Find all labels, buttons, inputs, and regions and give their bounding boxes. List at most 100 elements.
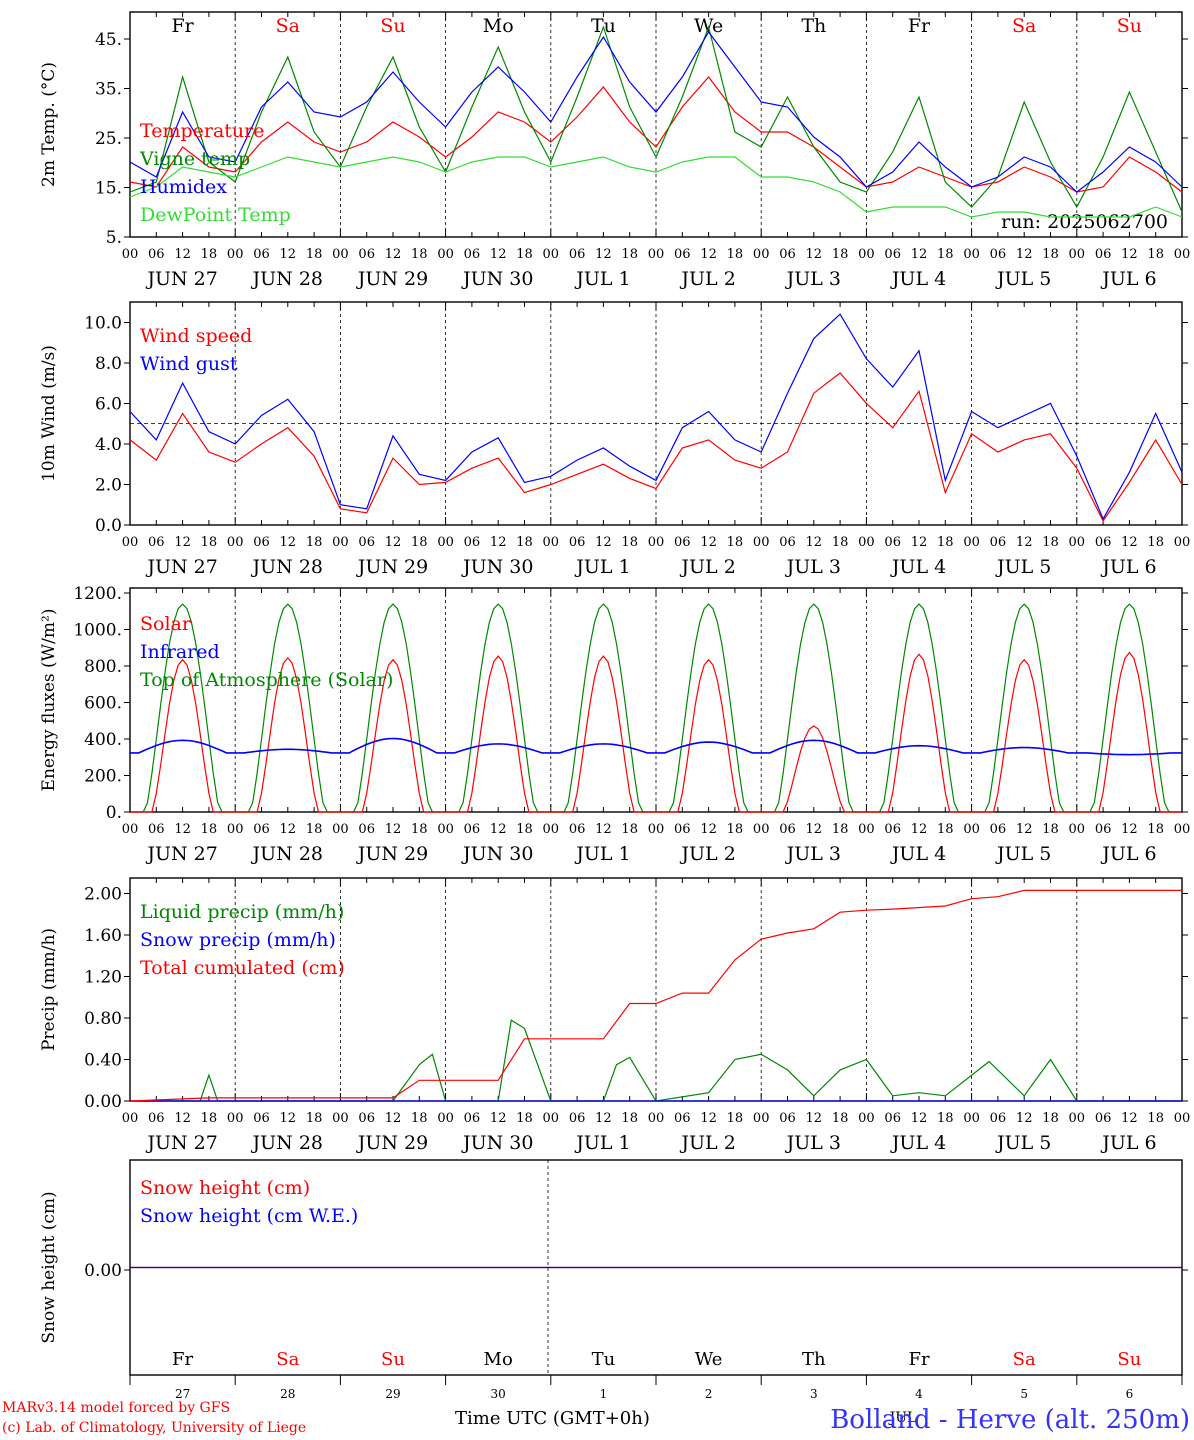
weekday-label: We	[695, 1349, 723, 1370]
hour-tick-label: 06	[148, 535, 165, 550]
hour-tick-label: 06	[148, 1111, 165, 1126]
copyright-credit: (c) Lab. of Climatology, University of L…	[2, 1420, 306, 1436]
time-axis-label: Time UTC (GMT+0h)	[455, 1408, 650, 1429]
day-number-label: 3	[810, 1387, 818, 1401]
y-tick-label: 0.00	[84, 1092, 122, 1112]
hour-tick-label: 06	[779, 247, 796, 262]
hour-tick-label: 18	[937, 1111, 954, 1126]
hour-tick-label: 12	[174, 1111, 191, 1126]
hour-tick-label: 06	[779, 1111, 796, 1126]
hour-tick-label: 00	[753, 822, 770, 837]
panel-4: 0.00 0.40 0.80 1.20 1.60 2.00 Precip (mm/h) 00 0…	[39, 877, 1190, 1154]
y-tick-label: 45.	[95, 30, 122, 50]
hour-tick-label: 06	[884, 822, 901, 837]
hour-tick-label: 00	[122, 247, 139, 262]
hour-tick-label: 12	[1016, 1111, 1033, 1126]
hour-tick-label: 12	[385, 535, 402, 550]
legend-entry: Temperature	[140, 120, 264, 142]
hour-tick-label: 18	[306, 822, 323, 837]
y-tick-label: 2.00	[84, 885, 122, 905]
y-tick-label: 2.0	[95, 476, 122, 496]
date-label: JUL 5	[995, 843, 1051, 865]
hour-tick-label: 18	[306, 535, 323, 550]
y-tick-label: 800.	[84, 657, 122, 677]
hour-tick-label: 00	[1174, 247, 1191, 262]
weekday-label: Th	[801, 15, 826, 37]
hour-tick-label: 12	[595, 822, 612, 837]
date-label: JUL 2	[679, 1132, 735, 1154]
hour-tick-label: 00	[1174, 535, 1191, 550]
hour-tick-label: 00	[963, 247, 980, 262]
hour-tick-label: 12	[1121, 247, 1138, 262]
series-vigne-temp	[129, 24, 1183, 213]
date-label: JUL 6	[1100, 268, 1156, 290]
day-number-label: 5	[1020, 1387, 1028, 1401]
day-number-label: 29	[385, 1387, 400, 1401]
date-label: JUL 5	[995, 1132, 1051, 1154]
weekday-label: Sa	[276, 1349, 299, 1370]
date-label: JUL 2	[679, 843, 735, 865]
hour-tick-label: 18	[832, 1111, 849, 1126]
hour-tick-label: 06	[1095, 822, 1112, 837]
hour-tick-label: 12	[1016, 535, 1033, 550]
legend-entry: Humidex	[140, 176, 227, 198]
hour-tick-label: 06	[1095, 535, 1112, 550]
y-tick-label: 1000.	[73, 621, 122, 641]
hour-tick-label: 00	[963, 535, 980, 550]
day-number-label: 27	[175, 1387, 190, 1401]
hour-tick-label: 06	[884, 1111, 901, 1126]
hour-tick-label: 12	[490, 247, 507, 262]
weekday-label: Su	[380, 15, 405, 37]
hour-tick-label: 18	[411, 247, 428, 262]
y-tick-label: 0.00	[84, 1261, 122, 1281]
hour-tick-label: 06	[464, 822, 481, 837]
hour-tick-label: 18	[201, 822, 218, 837]
weekday-label: Tu	[592, 1349, 616, 1370]
date-label: JUL 6	[1100, 843, 1156, 865]
y-tick-label: 5.	[106, 228, 122, 248]
hour-tick-label: 18	[1042, 535, 1059, 550]
date-label: JUN 27	[145, 1132, 217, 1154]
date-label: JUL 2	[679, 556, 735, 578]
hour-tick-label: 12	[1121, 822, 1138, 837]
day-number-label: 4	[915, 1387, 923, 1401]
weekday-label: Th	[802, 1349, 826, 1370]
hour-tick-label: 06	[779, 535, 796, 550]
y-tick-label: 400.	[84, 730, 122, 750]
hour-tick-label: 00	[963, 1111, 980, 1126]
run-annotation: run: 2025062700	[1001, 211, 1168, 233]
hour-tick-label: 12	[490, 1111, 507, 1126]
legend-entry: Wind speed	[140, 325, 252, 347]
hour-tick-label: 18	[727, 247, 744, 262]
series-solar	[130, 651, 1182, 813]
date-label: JUL 4	[890, 843, 946, 865]
hour-tick-label: 12	[490, 822, 507, 837]
hour-tick-label: 18	[516, 822, 533, 837]
hour-tick-label: 12	[806, 535, 823, 550]
hour-tick-label: 18	[832, 535, 849, 550]
plot-frame	[129, 587, 1183, 813]
hour-tick-label: 00	[437, 535, 454, 550]
date-label: JUN 27	[145, 843, 217, 865]
hour-tick-label: 12	[700, 247, 717, 262]
hour-tick-label: 06	[990, 1111, 1007, 1126]
hour-tick-label: 06	[569, 822, 586, 837]
weekday-label: Sa	[1013, 1349, 1036, 1370]
hour-tick-label: 00	[227, 1111, 244, 1126]
hour-tick-label: 00	[1069, 247, 1086, 262]
hour-tick-label: 06	[569, 1111, 586, 1126]
y-tick-label: 6.0	[95, 395, 122, 415]
y-tick-label: 200.	[84, 767, 122, 787]
hour-tick-label: 12	[700, 1111, 717, 1126]
date-label: JUL 3	[785, 556, 841, 578]
hour-tick-label: 00	[753, 1111, 770, 1126]
hour-tick-label: 00	[227, 247, 244, 262]
hour-tick-label: 06	[884, 247, 901, 262]
hour-tick-label: 06	[1095, 1111, 1112, 1126]
hour-tick-label: 18	[516, 1111, 533, 1126]
hour-tick-label: 06	[148, 822, 165, 837]
hour-tick-label: 00	[648, 535, 665, 550]
hour-tick-label: 18	[937, 535, 954, 550]
hour-tick-label: 12	[806, 247, 823, 262]
hour-tick-label: 06	[569, 535, 586, 550]
